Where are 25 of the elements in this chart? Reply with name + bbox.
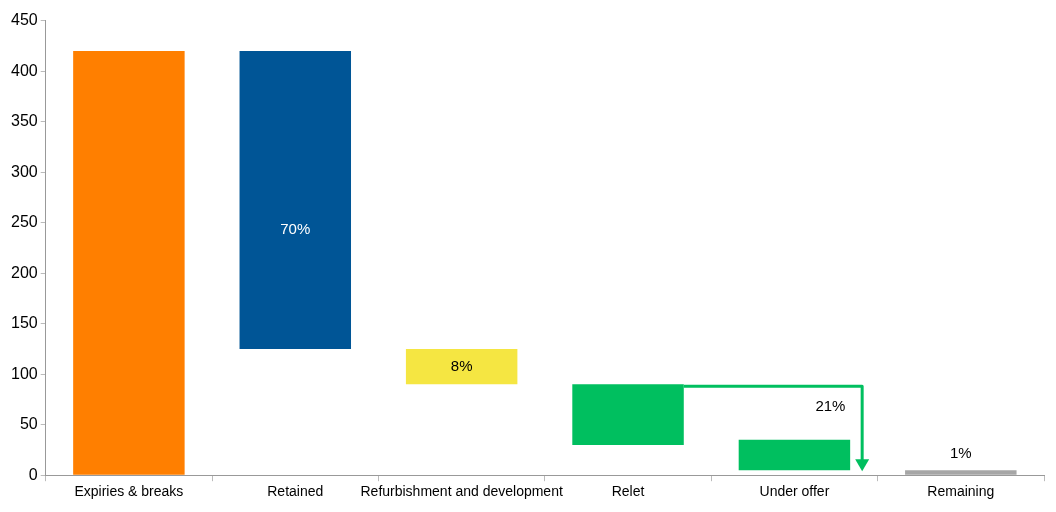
y-tick-label: 100 — [10, 364, 38, 382]
x-tick-label: Under offer — [759, 483, 830, 500]
annotation: 70% — [280, 220, 311, 238]
x-tick-label: Refurbishment and development — [360, 483, 563, 500]
annotation: 8% — [450, 356, 473, 374]
y-tick-label: 350 — [10, 112, 38, 130]
bar — [905, 470, 1017, 475]
y-tick-label: 250 — [10, 213, 38, 231]
x-tick-label: Expiries & breaks — [74, 483, 184, 500]
x-tick-label: Remaining — [927, 483, 995, 500]
y-tick-label: 150 — [10, 314, 38, 332]
x-tick-label: Relet — [611, 483, 645, 500]
bar — [73, 50, 185, 475]
y-tick-label: 0 — [28, 465, 38, 483]
y-tick-label: 450 — [10, 11, 38, 29]
x-tick-label: Retained — [267, 483, 324, 500]
annotation: 21% — [815, 396, 846, 414]
bar — [738, 439, 851, 471]
y-tick-label: 50 — [19, 415, 38, 433]
annotation: 1% — [949, 444, 972, 462]
bar — [239, 50, 352, 349]
y-tick-label: 200 — [10, 263, 38, 281]
y-tick-label: 400 — [10, 61, 38, 79]
bar — [405, 348, 518, 385]
y-tick-label: 300 — [10, 162, 38, 180]
